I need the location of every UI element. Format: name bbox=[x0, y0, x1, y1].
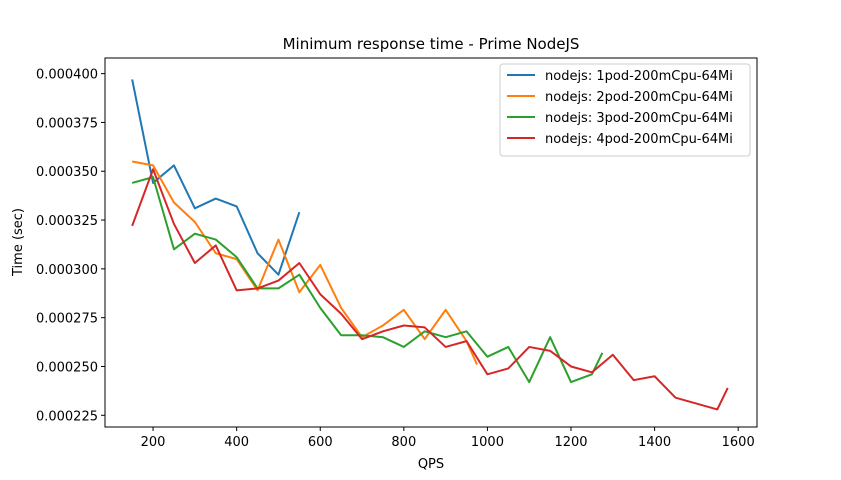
x-tick-label: 400 bbox=[224, 435, 249, 450]
x-tick-label: 1000 bbox=[471, 435, 504, 450]
y-tick-label: 0.000250 bbox=[36, 360, 98, 375]
y-tick-label: 0.000400 bbox=[36, 68, 98, 83]
legend-label-3: nodejs: 3pod-200mCpu-64Mi bbox=[545, 111, 733, 126]
x-axis: 200 400 600 800 1000 1200 1400 1600 bbox=[141, 427, 755, 450]
legend-box bbox=[499, 63, 751, 157]
series-layer bbox=[131, 79, 729, 411]
y-tick-label: 0.000275 bbox=[36, 312, 98, 327]
x-tick-label: 1600 bbox=[722, 435, 755, 450]
x-tick-label: 1200 bbox=[554, 435, 587, 450]
x-tick-label: 800 bbox=[391, 435, 416, 450]
y-axis-label: Time (sec) bbox=[11, 208, 26, 277]
y-axis: 0.000225 0.000250 0.000275 0.000300 0.000325… bbox=[36, 68, 105, 424]
legend-label-1: nodejs: 1pod-200mCpu-64Mi bbox=[545, 69, 733, 84]
chart-title: Minimum response time - Prime NodeJS bbox=[283, 35, 580, 53]
y-tick-label: 0.000325 bbox=[36, 214, 98, 229]
y-tick-label: 0.000300 bbox=[36, 263, 98, 278]
x-tick-label: 1400 bbox=[638, 435, 671, 450]
legend: nodejs: 1pod-200mCpu-64Mi nodejs: 2pod-20… bbox=[499, 63, 751, 157]
x-tick-label: 600 bbox=[308, 435, 333, 450]
y-tick-label: 0.000225 bbox=[36, 409, 98, 424]
series-line-4 bbox=[131, 168, 729, 411]
x-axis-label: QPS bbox=[418, 457, 444, 472]
y-tick-label: 0.000375 bbox=[36, 116, 98, 131]
plot-frame bbox=[104, 57, 758, 428]
legend-label-2: nodejs: 2pod-200mCpu-64Mi bbox=[545, 90, 733, 105]
legend-label-4: nodejs: 4pod-200mCpu-64Mi bbox=[545, 132, 733, 147]
y-tick-label: 0.000350 bbox=[36, 165, 98, 180]
x-tick-label: 200 bbox=[141, 435, 166, 450]
